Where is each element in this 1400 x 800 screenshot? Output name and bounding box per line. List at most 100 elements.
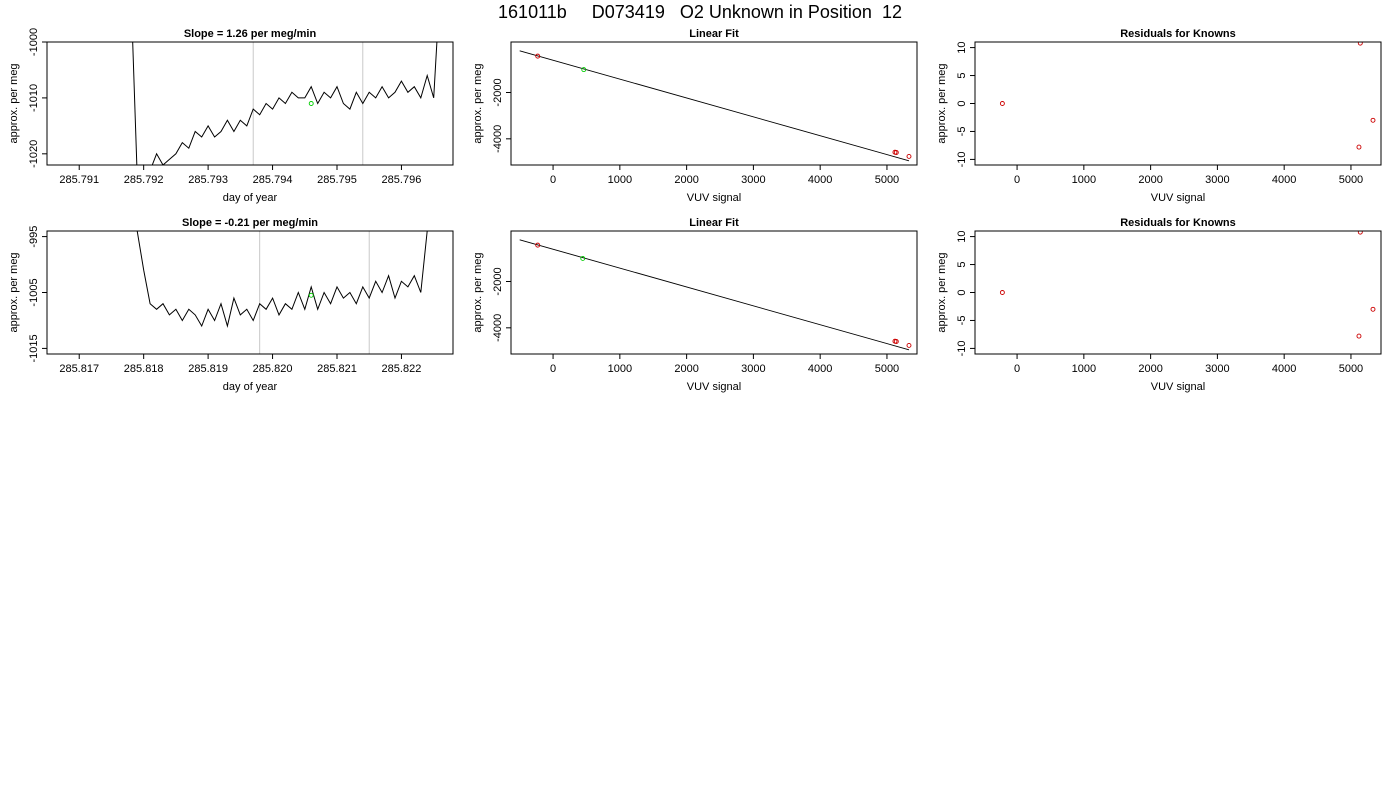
plot-frame [510,41,918,166]
panel-title: Residuals for Knowns [1120,217,1236,229]
plot-area [136,231,428,354]
x-tick-label-1: 1000 [1072,174,1096,186]
y-axis-label: approx. per meg [936,252,948,332]
panel-title: Linear Fit [689,28,739,40]
x-tick-label-4: 4000 [1272,174,1296,186]
y-tick-label-3: 5 [956,261,968,267]
x-tick-label-0: 285.817 [59,363,99,375]
y-tick-label-4: 10 [956,230,968,242]
y-axis-label: approx. per meg [936,63,948,143]
x-tick-label-3: 3000 [1205,174,1229,186]
x-tick-label-4: 4000 [1272,363,1296,375]
x-tick-label-4: 285.821 [317,363,357,375]
y-tick-label-4: 10 [956,41,968,53]
x-axis-label: VUV signal [1151,381,1205,393]
x-axis-label: VUV signal [1151,192,1205,204]
data-point-3 [893,339,899,344]
y-tick-label-0: -1020 [28,140,40,168]
y-axis-label: approx. per meg [8,63,20,143]
y-tick-label-1: -5 [956,127,968,137]
panel-trace-1: 285.791 285.792 285.793 285.794 285.795 285.7… [8,28,454,204]
y-tick-label-0: -10 [956,151,968,167]
x-tick-label-2: 2000 [1138,363,1162,375]
plot-area [999,42,1376,150]
y-tick-label-1: -2000 [492,78,504,106]
y-tick-label-1: -2000 [492,267,504,295]
plot-frame [46,230,454,355]
y-tick-label-2: 0 [956,289,968,295]
fit-line [519,50,910,162]
data-point-3 [1370,117,1376,123]
y-tick-label-2: 0 [956,100,968,106]
x-tick-label-4: 4000 [808,174,832,186]
series-line-0 [132,42,438,165]
data-point-3 [1370,306,1376,312]
x-tick-label-3: 285.794 [253,174,293,186]
y-tick-label-1: -1005 [28,278,40,306]
x-tick-label-5: 5000 [875,363,899,375]
panel-resid-2: 0 1000 2000 3000 4000 5000 -10 -5 0 5 10 Residuals … [936,217,1382,393]
panel-resid-1: 0 1000 2000 3000 4000 5000 -10 -5 0 5 10 Residuals … [936,28,1382,204]
panel-fit-1: 0 1000 2000 3000 4000 5000 -4000 -2000 Linear Fi… [472,28,918,204]
x-tick-label-5: 5000 [875,174,899,186]
plot-frame [46,41,454,166]
y-tick-label-0: -10 [956,340,968,356]
panel-trace-2: 285.817 285.818 285.819 285.820 285.821 285.8… [8,217,454,393]
y-tick-label-0: -4000 [492,125,504,153]
data-point-0 [308,101,314,106]
x-tick-label-4: 4000 [808,363,832,375]
panel-fit-2: 0 1000 2000 3000 4000 5000 -4000 -2000 Linear Fi… [472,217,918,393]
x-tick-label-2: 2000 [1138,174,1162,186]
data-point-1 [1357,231,1363,235]
plot-area [519,239,912,351]
x-tick-label-5: 285.796 [382,174,422,186]
data-point-2 [1356,144,1362,150]
y-tick-label-2: -1000 [28,28,40,56]
data-point-1 [581,67,587,73]
data-point-3 [893,150,899,155]
x-tick-label-3: 3000 [1205,363,1229,375]
x-tick-label-3: 285.820 [253,363,293,375]
y-tick-label-2: -995 [28,226,40,248]
x-tick-label-3: 3000 [741,363,765,375]
x-axis-label: day of year [223,381,278,393]
data-point-1 [580,255,586,261]
x-axis-label: day of year [223,192,278,204]
y-axis-label: approx. per meg [472,252,484,332]
y-tick-label-1: -5 [956,316,968,326]
x-tick-label-2: 2000 [674,363,698,375]
x-tick-label-5: 5000 [1339,363,1363,375]
data-point-0 [999,290,1005,295]
x-tick-label-2: 2000 [674,174,698,186]
x-axis-label: VUV signal [687,381,741,393]
y-tick-label-0: -1015 [28,334,40,362]
panel-title: Residuals for Knowns [1120,28,1236,40]
panel-title: Linear Fit [689,217,739,229]
x-tick-label-1: 1000 [608,363,632,375]
x-tick-label-4: 285.795 [317,174,357,186]
x-tick-label-3: 3000 [741,174,765,186]
x-tick-label-1: 1000 [608,174,632,186]
figure-title: 161011b D073419 O2 Unknown in Position 1… [498,2,902,22]
data-point-0 [999,101,1005,106]
data-point-4 [906,153,912,159]
data-point-0 [535,242,541,248]
y-tick-label-3: 5 [956,72,968,78]
x-tick-label-5: 285.822 [382,363,422,375]
data-point-0 [535,53,541,59]
panel-title: Slope = -0.21 per meg/min [182,217,318,229]
plot-area [999,231,1376,339]
fit-line [519,239,910,351]
data-point-2 [1356,333,1362,339]
y-axis-label: approx. per meg [472,63,484,143]
y-tick-label-1: -1010 [28,84,40,112]
x-tick-label-1: 285.818 [124,363,164,375]
x-tick-label-2: 285.793 [188,174,228,186]
data-point-4 [906,342,912,348]
y-axis-label: approx. per meg [8,252,20,332]
plot-frame [974,230,1382,355]
x-tick-label-0: 0 [550,174,556,186]
x-tick-label-0: 0 [550,363,556,375]
panel-title: Slope = 1.26 per meg/min [184,28,317,40]
